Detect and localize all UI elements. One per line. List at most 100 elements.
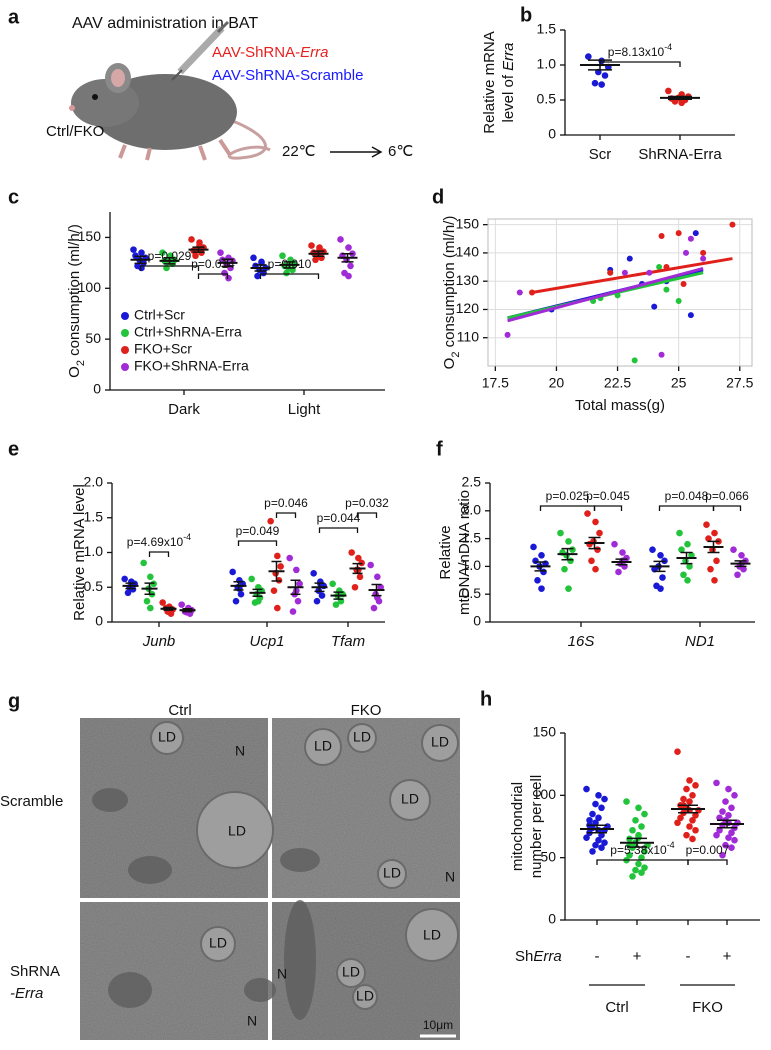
data-point: [347, 262, 354, 270]
p-value: p=0.049: [236, 524, 280, 538]
data-point: [589, 810, 596, 818]
p-value: p=0.046: [264, 496, 308, 510]
data-point: [601, 72, 609, 79]
data-point: [225, 274, 232, 282]
data-point: [534, 577, 541, 584]
y-tick-label: 2.0: [84, 474, 104, 490]
x-tick-label: Junb: [142, 633, 176, 650]
data-point: [592, 819, 599, 827]
significance-bracket: [275, 512, 297, 518]
p-value: p=0.010: [268, 257, 312, 271]
data-point: [532, 557, 539, 565]
error-bar: [271, 560, 282, 582]
x-tick-label: 16S: [568, 633, 595, 650]
error-bar: [192, 246, 205, 253]
data-point: [147, 604, 154, 612]
y-tick-label: 100: [533, 786, 557, 802]
micrograph-label: LD: [353, 729, 371, 745]
construct-gene: Erra: [300, 44, 328, 61]
panel-c: c O2 consumption (ml/h/) 0 50 100 150 Dark Ligh…: [8, 186, 385, 418]
data-point: [684, 577, 691, 584]
data-point: [677, 814, 684, 822]
row-label: ShRNA: [10, 963, 60, 980]
data-point: [629, 826, 636, 834]
legend-label: Ctrl+Scr: [134, 307, 185, 323]
x-tick-label: 20: [549, 375, 565, 391]
x-tick-label: ND1: [685, 633, 715, 650]
y-tick-label: 0: [548, 126, 556, 142]
significance-bracket: [539, 505, 596, 511]
data-point: [588, 557, 595, 565]
p-value-text: p=0.066: [705, 489, 749, 503]
micrograph-label: LD: [401, 791, 419, 807]
error-bar: [678, 804, 698, 814]
x-tick-label: -: [686, 948, 691, 965]
error-bar: [627, 837, 647, 848]
data-point: [649, 546, 656, 554]
data-point: [725, 834, 732, 842]
data-point: [569, 546, 576, 554]
data-point: [596, 529, 603, 537]
y-axis-label-part: mitochondrial: [509, 782, 526, 871]
y-tick-label: 50: [85, 330, 101, 346]
data-point: [377, 583, 384, 591]
error-bar: [182, 608, 193, 613]
panel-letter: b: [520, 4, 532, 26]
significance-bracket: [318, 527, 359, 533]
data-point: [591, 79, 599, 87]
data-point: [638, 823, 645, 830]
data-point: [675, 230, 682, 237]
data-point: [738, 551, 745, 559]
data-point: [586, 816, 593, 824]
data-point: [293, 566, 300, 574]
data-point: [589, 848, 596, 855]
row-label: -Erra: [10, 985, 43, 1002]
p-value: p=0.066: [705, 489, 749, 503]
significance-bracket: [687, 859, 728, 865]
data-point: [729, 221, 736, 228]
significance-bracket: [712, 505, 742, 511]
data-point: [658, 232, 665, 239]
data-point: [312, 256, 319, 264]
y-tick-label: 50: [540, 848, 556, 864]
data-point: [188, 236, 195, 243]
data-point: [270, 587, 278, 595]
data-point: [731, 792, 738, 799]
data-point: [631, 357, 638, 364]
p-value-text: p=0.045: [586, 489, 630, 503]
error-bar: [144, 582, 155, 595]
group-label: Ctrl: [605, 999, 628, 1016]
column-label: FKO: [351, 702, 382, 719]
data-point: [310, 570, 317, 577]
error-bar: [314, 582, 325, 593]
data-point: [516, 289, 523, 296]
significance-bracket: [356, 512, 378, 518]
micrograph-label: N: [247, 1013, 257, 1029]
error-bar: [341, 252, 354, 263]
data-point: [538, 585, 545, 592]
data-point: [277, 563, 284, 570]
error-bar: [717, 819, 737, 829]
data-point: [592, 841, 599, 849]
row-label: ShErra: [515, 948, 562, 965]
significance-bracket: [197, 273, 229, 279]
x-tick-label: 17.5: [482, 375, 509, 391]
data-point: [689, 835, 696, 843]
error-bar: [283, 261, 296, 269]
data-point: [683, 831, 690, 839]
data-point: [623, 798, 630, 805]
data-point: [687, 235, 694, 242]
panel-letter: c: [8, 186, 19, 208]
data-point: [584, 510, 591, 517]
data-point: [728, 844, 735, 851]
data-point: [598, 81, 605, 88]
p-value-text: p=0.048: [665, 489, 709, 503]
data-point: [159, 599, 166, 606]
p-value: p=0.014: [191, 257, 235, 271]
p-value-text: p=0.049: [236, 524, 280, 538]
data-point: [675, 297, 682, 304]
scale-bar-label: 10μm: [423, 1018, 453, 1032]
y-axis-label-part: Relative: [437, 525, 454, 579]
data-point: [538, 551, 545, 559]
data-point: [629, 873, 636, 880]
